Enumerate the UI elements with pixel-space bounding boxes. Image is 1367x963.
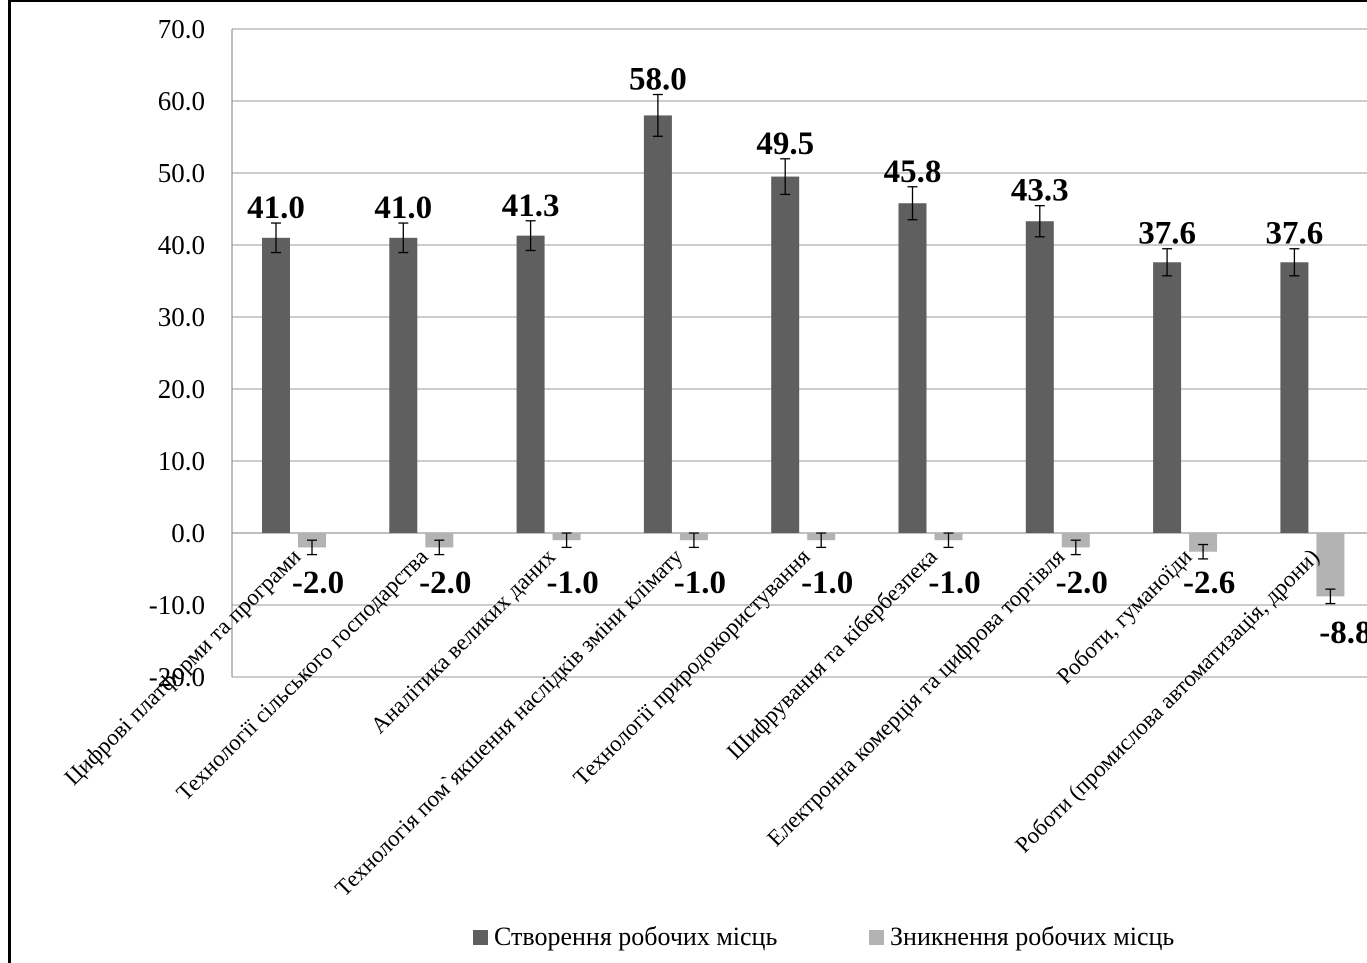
y-tick-label: -10.0: [149, 590, 205, 620]
legend-label-loss: Зникнення робочих місць: [890, 922, 1175, 951]
y-tick-label: 30.0: [158, 302, 205, 332]
x-tick-label: Цифрові платформи та програми: [59, 544, 305, 790]
bar-loss: [1189, 533, 1218, 552]
data-label-loss: -8.8: [1319, 615, 1367, 651]
legend-swatch-creation: [473, 929, 488, 945]
bar-creation: [262, 237, 290, 534]
bar-creation: [1280, 262, 1309, 533]
bars: [262, 115, 1345, 597]
y-tick-label: 60.0: [158, 86, 205, 116]
y-tick-label: 20.0: [158, 374, 205, 404]
data-label-creation: 49.5: [756, 126, 814, 162]
bar-creation: [1025, 221, 1054, 534]
legend-item-creation: Створення робочих місць: [473, 922, 777, 952]
legend-swatch-loss: [869, 929, 884, 945]
frame-left-border: [8, 0, 11, 963]
data-label-creation: 37.6: [1266, 216, 1324, 252]
data-label-loss: -2.6: [1183, 565, 1235, 601]
data-label-loss: -1.0: [546, 565, 598, 601]
bar-loss: [1316, 533, 1345, 597]
frame-top-border: [8, 0, 1367, 2]
data-label-creation: 43.3: [1011, 173, 1069, 209]
value-labels: 41.0 -2.0 41.0 -2.0 41.3 -1.0 58.0 -1.0 49.5 -1.0…: [247, 62, 1367, 651]
data-label-loss: -2.0: [419, 565, 471, 601]
data-label-loss: -1.0: [928, 565, 980, 601]
data-label-creation: 41.3: [502, 188, 560, 224]
data-label-creation: 41.0: [247, 190, 305, 226]
bar-creation: [1153, 262, 1182, 533]
data-label-loss: -2.0: [292, 565, 344, 601]
bar-creation: [898, 203, 927, 534]
y-tick-label: 50.0: [158, 158, 205, 188]
legend: Створення робочих місць Зникнення робочи…: [0, 922, 1367, 954]
y-tick-label: 40.0: [158, 230, 205, 260]
y-tick-label: 0.0: [171, 518, 205, 548]
bar-creation: [516, 235, 545, 533]
legend-item-loss: Зникнення робочих місць: [869, 922, 1174, 952]
data-label-creation: 41.0: [374, 190, 432, 226]
y-tick-label: 70.0: [158, 14, 205, 44]
bar-creation: [643, 115, 672, 534]
data-label-loss: -2.0: [1056, 565, 1108, 601]
data-label-creation: 45.8: [884, 154, 942, 190]
bar-creation: [389, 237, 418, 534]
error-bars: [271, 93, 1336, 605]
data-label-loss: -1.0: [674, 565, 726, 601]
data-label-loss: -1.0: [801, 565, 853, 601]
data-label-creation: 37.6: [1138, 216, 1196, 252]
data-label-creation: 58.0: [629, 62, 687, 98]
y-axis: 70.0 60.0 50.0 40.0 30.0 20.0 10.0 0.0 -10.0 -20.…: [149, 14, 233, 692]
y-tick-label: -20.0: [149, 662, 205, 692]
bar-creation: [771, 176, 800, 533]
legend-label-creation: Створення робочих місць: [494, 922, 778, 951]
y-tick-label: 10.0: [158, 446, 205, 476]
